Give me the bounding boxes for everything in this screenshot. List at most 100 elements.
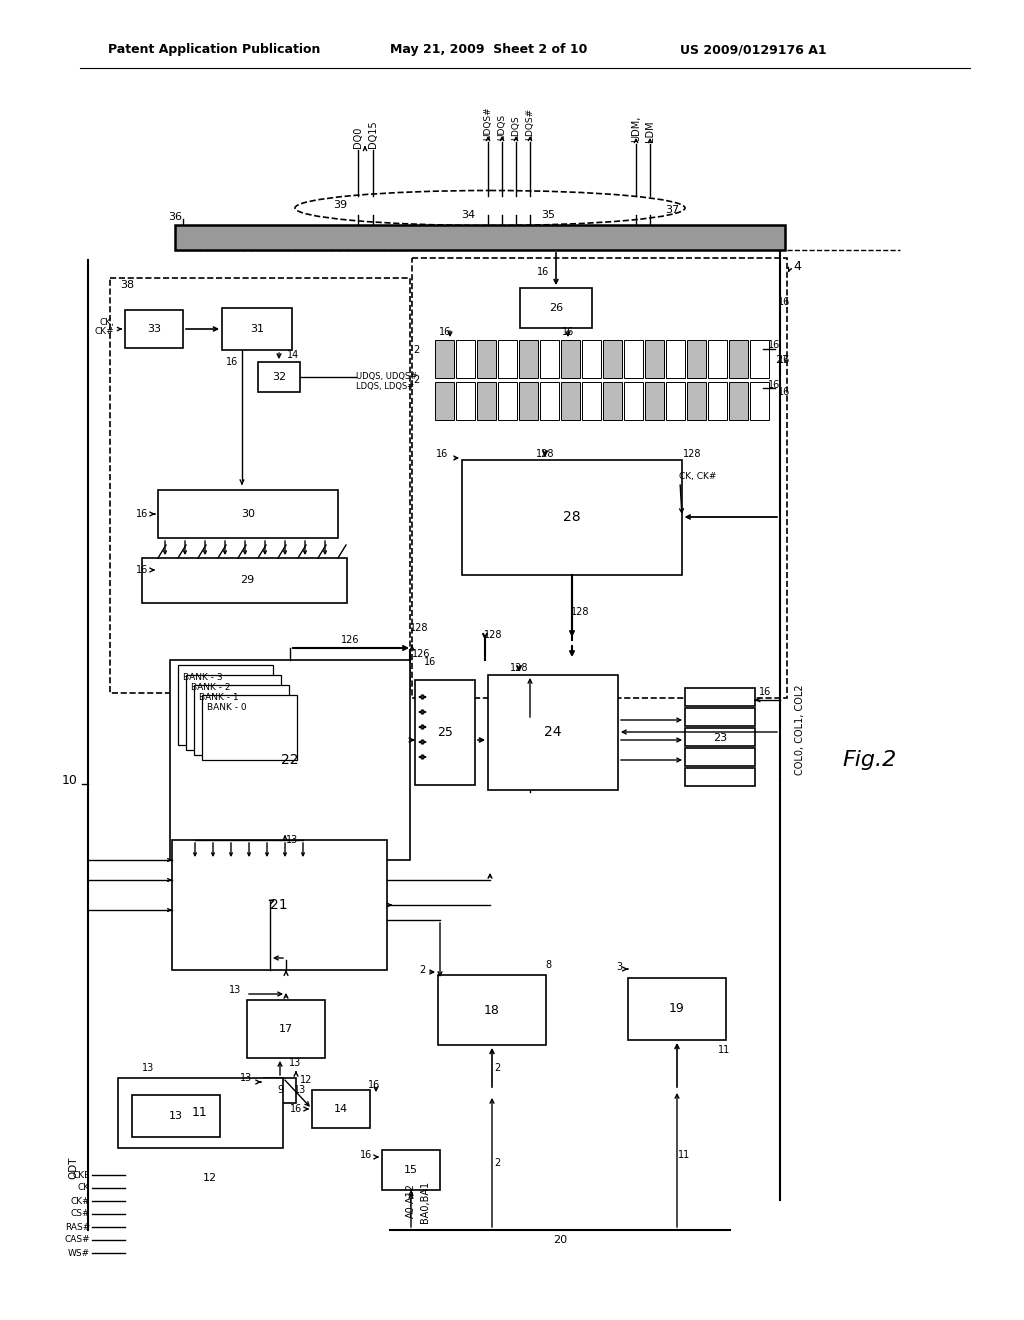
Text: 16: 16 <box>439 327 452 337</box>
Text: A0-A12: A0-A12 <box>406 1183 416 1217</box>
Text: BANK - 2: BANK - 2 <box>191 682 230 692</box>
Bar <box>456 341 475 378</box>
Text: 12: 12 <box>300 1074 312 1085</box>
Bar <box>624 381 643 420</box>
Text: 27: 27 <box>775 355 790 366</box>
Bar <box>178 665 273 744</box>
Text: 32: 32 <box>272 372 286 381</box>
Text: Fig.2: Fig.2 <box>843 750 897 770</box>
Text: 37: 37 <box>665 205 679 215</box>
Bar <box>708 381 727 420</box>
Bar <box>222 308 292 350</box>
Text: 16: 16 <box>768 380 780 389</box>
Bar <box>540 341 559 378</box>
Text: 13: 13 <box>142 1063 155 1073</box>
Text: 13: 13 <box>240 1073 252 1082</box>
Bar <box>750 381 769 420</box>
Bar <box>687 341 706 378</box>
Text: 16: 16 <box>778 387 791 397</box>
Text: 16: 16 <box>778 355 791 366</box>
Text: 30: 30 <box>241 510 255 519</box>
Text: LDQS, LDQS#: LDQS, LDQS# <box>356 383 415 392</box>
Text: BANK - 0: BANK - 0 <box>207 704 247 711</box>
Bar <box>685 768 755 785</box>
Text: 16: 16 <box>759 686 771 697</box>
Bar <box>685 729 755 746</box>
Bar <box>498 381 517 420</box>
Bar <box>194 685 289 755</box>
Text: 39: 39 <box>333 201 347 210</box>
Text: May 21, 2009  Sheet 2 of 10: May 21, 2009 Sheet 2 of 10 <box>390 44 588 57</box>
Text: ODT: ODT <box>68 1156 78 1179</box>
Text: 16: 16 <box>136 510 148 519</box>
Text: 9: 9 <box>276 1085 283 1096</box>
Text: 8: 8 <box>545 960 551 970</box>
Bar <box>258 362 300 392</box>
Bar <box>110 279 410 693</box>
Text: CK#: CK# <box>71 1196 90 1205</box>
Text: DQ15: DQ15 <box>368 120 378 148</box>
Bar <box>202 696 297 760</box>
Text: RAS#: RAS# <box>65 1222 90 1232</box>
Text: 10: 10 <box>62 774 78 787</box>
Bar <box>264 1078 296 1104</box>
Bar <box>412 257 787 698</box>
Text: 35: 35 <box>541 210 555 220</box>
Text: CK: CK <box>78 1184 90 1192</box>
Text: 18: 18 <box>484 1003 500 1016</box>
Text: 16: 16 <box>778 297 791 308</box>
Bar <box>438 975 546 1045</box>
Bar <box>158 490 338 539</box>
Bar <box>435 381 454 420</box>
Text: 16: 16 <box>226 356 239 367</box>
Bar <box>118 1078 283 1148</box>
Text: 11: 11 <box>678 1150 690 1160</box>
Bar <box>685 708 755 726</box>
Text: 2: 2 <box>414 345 420 355</box>
Text: 3: 3 <box>615 962 622 972</box>
Bar <box>125 310 183 348</box>
Text: 15: 15 <box>404 1166 418 1175</box>
Text: 25: 25 <box>437 726 453 738</box>
Text: 13: 13 <box>228 985 241 995</box>
Bar <box>462 459 682 576</box>
Text: 13: 13 <box>169 1111 183 1121</box>
Text: BA0,BA1: BA0,BA1 <box>420 1181 430 1224</box>
Text: LDQS: LDQS <box>512 115 520 140</box>
Text: 13: 13 <box>294 1085 306 1096</box>
Bar <box>456 381 475 420</box>
Bar <box>582 341 601 378</box>
Text: 16: 16 <box>359 1150 372 1160</box>
Bar <box>729 381 748 420</box>
Text: 11: 11 <box>193 1106 208 1119</box>
Bar <box>520 288 592 327</box>
Text: BANK - 1: BANK - 1 <box>199 693 239 702</box>
Text: 128: 128 <box>483 630 502 640</box>
Text: 17: 17 <box>279 1024 293 1034</box>
Text: UDQS: UDQS <box>498 114 507 140</box>
Text: UDQS, UDQS#: UDQS, UDQS# <box>356 372 417 381</box>
Text: 38: 38 <box>120 280 134 290</box>
Bar <box>628 978 726 1040</box>
Bar <box>645 341 664 378</box>
Text: 16: 16 <box>368 1080 380 1090</box>
Text: CS#: CS# <box>71 1209 90 1218</box>
Bar <box>685 748 755 766</box>
Text: 20: 20 <box>553 1236 567 1245</box>
Text: 14: 14 <box>287 350 299 360</box>
Bar <box>477 341 496 378</box>
Text: 16: 16 <box>768 341 780 350</box>
Bar <box>666 381 685 420</box>
Text: CK,: CK, <box>99 318 114 326</box>
Text: 16: 16 <box>424 657 436 667</box>
Text: 16: 16 <box>562 327 574 337</box>
Text: 16: 16 <box>436 449 449 459</box>
Text: 21: 21 <box>270 898 288 912</box>
Text: Patent Application Publication: Patent Application Publication <box>108 44 321 57</box>
Text: 34: 34 <box>461 210 475 220</box>
Text: 2: 2 <box>414 375 420 385</box>
Text: CK, CK#: CK, CK# <box>679 471 717 480</box>
Bar <box>666 341 685 378</box>
Text: UDQS#: UDQS# <box>483 107 493 140</box>
Bar <box>498 341 517 378</box>
